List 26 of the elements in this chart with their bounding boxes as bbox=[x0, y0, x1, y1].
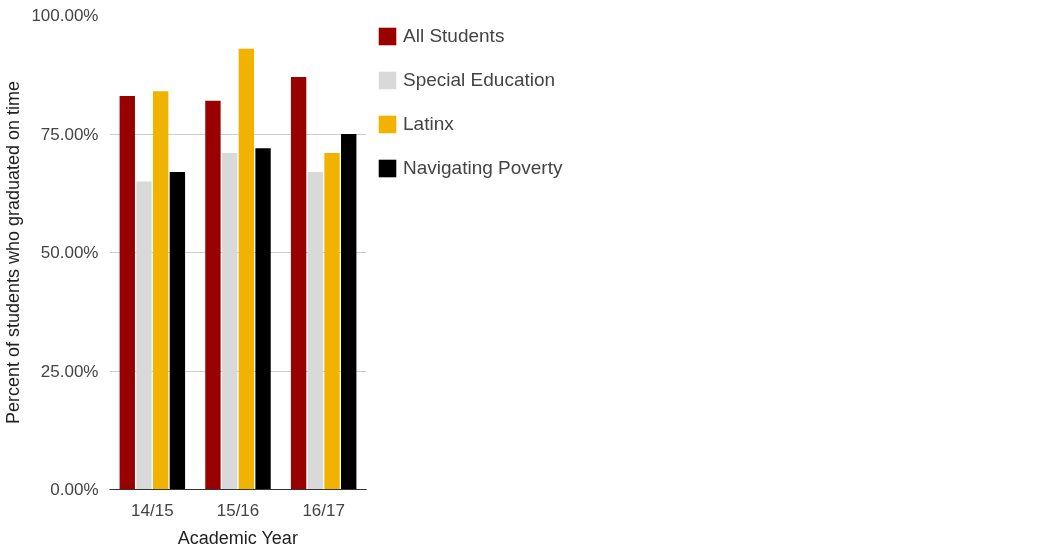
legend-label: Navigating Poverty bbox=[403, 157, 563, 179]
bar bbox=[255, 148, 271, 490]
y-axis-title: Percent of students who graduated on time bbox=[3, 80, 24, 425]
x-tick-label: 16/17 bbox=[302, 500, 345, 520]
x-tick-label: 14/15 bbox=[131, 500, 174, 520]
bar bbox=[290, 77, 307, 490]
bar bbox=[205, 100, 221, 490]
x-axis-title: Academic Year bbox=[177, 527, 298, 548]
bar bbox=[136, 181, 152, 490]
bar bbox=[341, 134, 357, 490]
x-tick-label: 15/16 bbox=[216, 500, 260, 520]
bar bbox=[119, 96, 135, 490]
bar bbox=[169, 171, 186, 490]
legend-label: Latinx bbox=[403, 113, 454, 135]
bar bbox=[238, 48, 255, 490]
bar bbox=[221, 152, 238, 490]
y-tick-label: 50.00% bbox=[40, 243, 99, 262]
bar bbox=[153, 91, 169, 490]
y-tick-label: 100.00% bbox=[31, 6, 99, 25]
y-tick-label: 0.00% bbox=[50, 480, 99, 499]
legend-label: All Students bbox=[403, 25, 505, 47]
legend-label: Special Education bbox=[403, 69, 556, 91]
bar bbox=[307, 171, 323, 490]
bar bbox=[324, 152, 340, 490]
y-tick-label: 75.00% bbox=[40, 124, 99, 144]
y-tick-label: 25.00% bbox=[40, 361, 99, 381]
